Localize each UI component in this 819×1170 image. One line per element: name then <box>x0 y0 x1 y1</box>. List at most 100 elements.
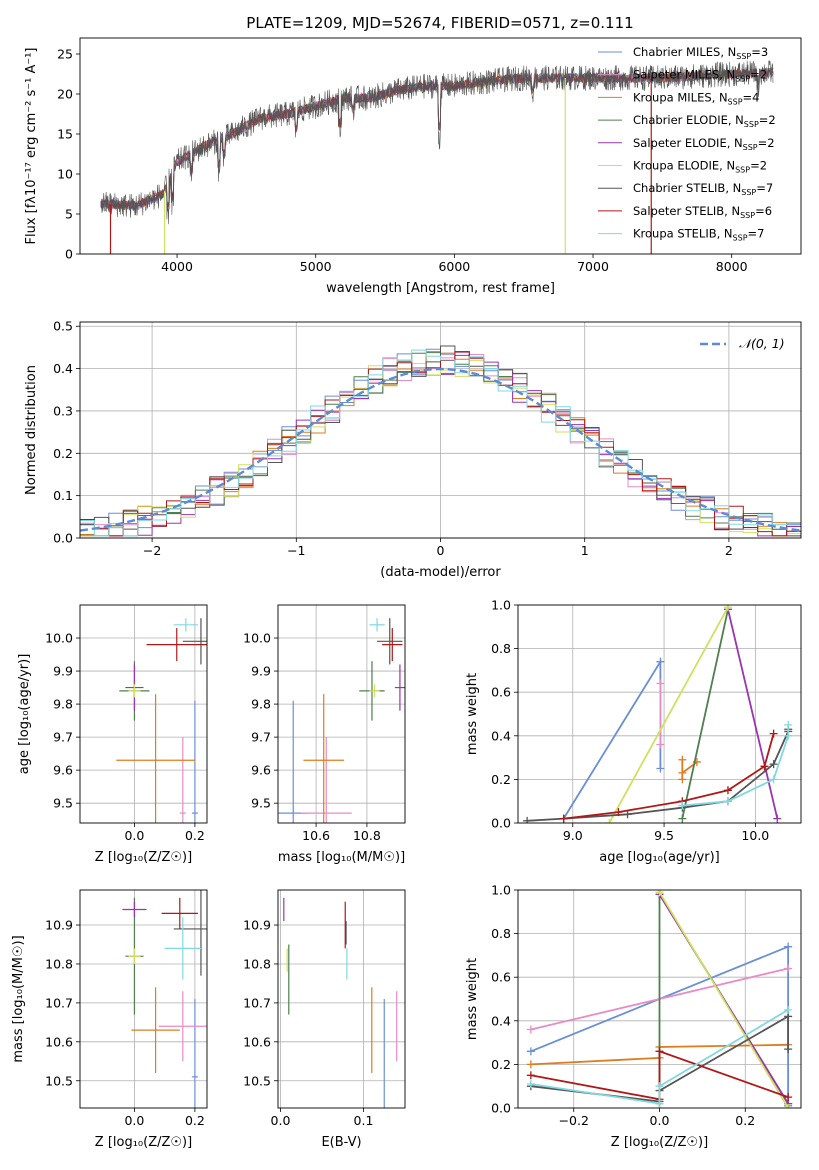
legend-label: Chabrier STELIB, NSSP=7 <box>633 181 773 197</box>
y-tick-label: 0.8 <box>491 641 511 656</box>
weight-line <box>658 891 789 1108</box>
y-tick-label: 1.0 <box>491 598 511 613</box>
y-tick-label: 0.0 <box>53 531 73 546</box>
legend-label: Kroupa MILES, NSSP=4 <box>633 90 759 106</box>
y-tick-label: 0.3 <box>53 403 73 418</box>
errorbar-point <box>122 901 147 918</box>
y-tick-label: 20 <box>57 87 73 102</box>
weight-line <box>562 658 662 820</box>
axes-frame <box>517 889 802 1109</box>
errorbar-point <box>182 618 207 665</box>
x-tick-label: 7000 <box>577 259 609 274</box>
x-axis-label: Z [log₁₀(Z/Z☉)] <box>95 1135 192 1150</box>
weight-marker <box>656 764 665 773</box>
weight-marker <box>723 786 732 795</box>
weight-marker <box>605 819 614 823</box>
axes-mass_vs_ebv: 0.0 0.1 10.5 10.6 10.7 10.8 10.9 E(B-V) <box>243 889 406 1150</box>
weight-line <box>527 729 790 822</box>
weight-marker <box>526 1080 535 1089</box>
plot-area-age_vs_Z <box>116 618 207 823</box>
legend-label: Kroupa STELIB, NSSP=7 <box>633 227 764 243</box>
weight-line <box>563 733 775 820</box>
plot-area-spectrum <box>100 59 774 254</box>
errorbar-point <box>128 684 141 698</box>
plot-area-residuals <box>80 345 801 537</box>
x-axis-label: (data-model)/error <box>380 565 501 580</box>
histogram-step <box>80 351 801 537</box>
errorbar-point <box>146 628 207 662</box>
weight-marker <box>784 1005 793 1014</box>
x-tick-label: 2 <box>725 543 733 558</box>
weight-line <box>681 609 729 819</box>
weight-marker <box>655 890 664 897</box>
y-tick-label: 10.5 <box>243 1073 271 1088</box>
x-axis-label: Z [log₁₀(Z/Z☉)] <box>611 1135 708 1150</box>
plot-area-mass_vs_Z <box>122 890 207 1108</box>
y-tick-label: 9.8 <box>53 697 73 712</box>
errorbar-point <box>164 917 201 980</box>
weight-marker <box>655 1082 664 1091</box>
y-tick-label: 10.5 <box>45 1073 73 1088</box>
x-tick-label: 4000 <box>161 259 193 274</box>
y-tick-label: 9.7 <box>53 730 73 745</box>
y-tick-label: 9.6 <box>53 763 73 778</box>
residual-legend: 𝒩(0, 1) <box>700 336 785 351</box>
errorbar-point <box>128 948 141 964</box>
axes-residuals: −2 −1 0 1 2 0.0 0.1 0.2 0.3 0.4 0.5 (data-model)/er… <box>24 319 802 580</box>
y-tick-label: 0.2 <box>491 772 511 787</box>
y-tick-label: 0.0 <box>491 816 511 831</box>
x-tick-label: 8000 <box>716 259 748 274</box>
y-tick-label: 0.5 <box>53 319 73 334</box>
axes-spectrum: 4000 5000 6000 7000 8000 0 5 10 15 20 25 wavelength… <box>24 37 802 296</box>
axes-frame <box>517 604 802 824</box>
errorbar-point <box>300 737 352 823</box>
y-tick-label: 1.0 <box>491 883 511 898</box>
legend-label: Salpeter ELODIE, NSSP=2 <box>633 136 775 152</box>
weight-line <box>608 606 729 823</box>
plot-area-mass_vs_ebv <box>283 897 398 1108</box>
y-axis-label: mass weight <box>465 673 480 755</box>
y-tick-label: 10.9 <box>45 918 73 933</box>
weight-marker <box>723 797 732 806</box>
y-tick-label: 10.0 <box>45 631 73 646</box>
errorbar-point <box>179 737 186 823</box>
y-tick-label: 10.7 <box>45 995 73 1010</box>
weight-marker <box>656 657 665 666</box>
x-tick-label: 5000 <box>300 259 332 274</box>
x-tick-label: 10.8 <box>353 828 381 843</box>
x-axis-label: age [log₁₀(age/yr)] <box>599 850 720 865</box>
y-tick-label: 9.6 <box>251 763 271 778</box>
errorbar-point <box>303 694 345 823</box>
x-tick-label: 0 <box>437 543 445 558</box>
y-tick-label: 15 <box>57 127 73 142</box>
axes-frame <box>79 604 208 824</box>
weight-line <box>530 1009 789 1105</box>
weight-marker <box>769 760 778 769</box>
weight-marker <box>655 1099 664 1108</box>
errorbar-point <box>116 694 195 823</box>
spectrum-legend: Chabrier MILES, NSSP=3 Salpeter MILES, NS… <box>598 45 776 243</box>
weight-marker <box>623 810 632 819</box>
errorbar-point <box>131 987 180 1073</box>
weight-marker <box>526 1025 535 1034</box>
y-tick-label: 0.2 <box>491 1057 511 1072</box>
x-axis-label: Z [log₁₀(Z/Z☉)] <box>95 850 192 865</box>
legend-label: Salpeter MILES, NSSP=2 <box>633 68 767 84</box>
weight-marker <box>723 605 732 612</box>
y-tick-label: 10 <box>57 167 73 182</box>
errorbar-point <box>191 999 198 1108</box>
y-axis-label: mass [log₁₀(M/M☉)] <box>11 935 26 1062</box>
x-tick-label: −2 <box>143 543 161 558</box>
y-tick-label: 0.4 <box>491 1013 511 1028</box>
errorbar-point <box>382 628 403 662</box>
weight-marker <box>656 740 665 749</box>
weight-marker <box>784 731 793 740</box>
data-line <box>100 59 774 225</box>
axes-frame <box>79 889 208 1109</box>
x-tick-label: 1 <box>581 543 589 558</box>
y-axis-label: mass weight <box>465 958 480 1040</box>
legend-label: Chabrier MILES, NSSP=3 <box>633 45 768 61</box>
axes-frame <box>277 604 406 824</box>
plot-area-weight_vs_Z <box>526 890 793 1108</box>
weight-marker <box>769 729 778 738</box>
